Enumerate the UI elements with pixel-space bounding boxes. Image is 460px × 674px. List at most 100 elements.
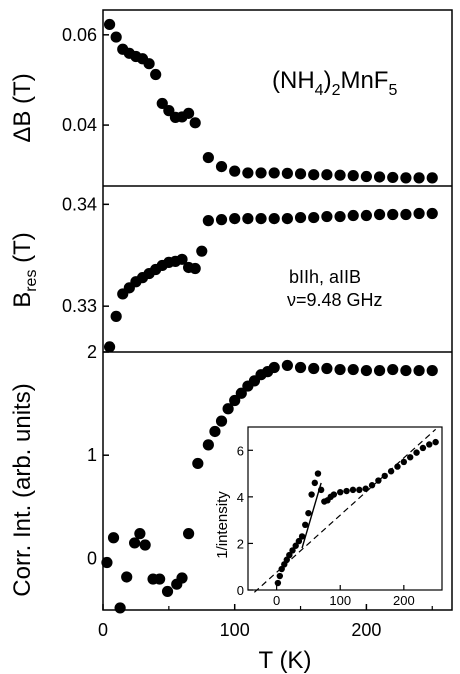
- inset-solid-fit-line: [301, 482, 322, 549]
- panel1-point-0: [103, 18, 116, 31]
- panel3-point-32: [373, 364, 386, 377]
- panel3-y-tick-label-1: 1: [87, 445, 97, 465]
- panel1-point-23: [321, 169, 333, 181]
- panel3-ylabel: Corr. Int. (arb. units): [9, 383, 36, 596]
- panel3-point-3: [121, 571, 133, 583]
- panel1-point-12: [183, 107, 195, 119]
- panel2-point-0: [103, 341, 116, 353]
- panel3-point-28: [321, 362, 333, 375]
- inset-point-25: [368, 482, 376, 489]
- panel1-point-16: [229, 165, 241, 177]
- panel3-y-tick-label-2: 2: [87, 342, 97, 362]
- x-tick-label-100: 100: [220, 620, 250, 640]
- panel2-point-18: [242, 212, 254, 225]
- panel2-point-20: [268, 212, 280, 225]
- panel2-point-23: [308, 211, 320, 224]
- panel3-point-6: [139, 539, 151, 551]
- compound-annotation: (NH4)2MnF5: [272, 67, 397, 99]
- inset-point-1: [276, 572, 284, 580]
- panel3-point-4: [129, 537, 141, 549]
- panel3-point-16: [215, 415, 228, 427]
- panel2-y-tick-label-1: 0.34: [62, 194, 97, 214]
- panel1-point-30: [413, 172, 425, 184]
- panel2-point-13: [189, 262, 201, 275]
- panel3-point-17: [222, 403, 234, 415]
- inset-point-15: [317, 486, 325, 494]
- panel1-y-tick-label-0: 0.04: [62, 115, 97, 135]
- panel1-point-21: [294, 168, 307, 180]
- inset-point-22: [349, 486, 357, 494]
- panel3-point-1: [107, 532, 120, 544]
- inset-ylabel: 1/intensity: [214, 491, 231, 559]
- panel2-point-26: [347, 209, 359, 222]
- compound-tail: MnF: [340, 67, 388, 94]
- panel3-y-tick-label-0: 0: [87, 548, 97, 568]
- panel1-y-tick-label-1: 0.06: [62, 25, 97, 45]
- inset-x-tick-label-100: 100: [329, 593, 351, 608]
- inset-point-33: [419, 444, 427, 452]
- panel1-point-26: [360, 170, 372, 183]
- inset-point-28: [387, 468, 395, 475]
- inset-x-tick-label-200: 200: [393, 593, 415, 608]
- inset-point-34: [426, 441, 433, 448]
- inset-point-12: [308, 491, 315, 498]
- panel2-point-29: [387, 208, 399, 221]
- panel1-ylabel-unit: (T): [9, 73, 36, 110]
- panel2-point-14: [196, 245, 208, 257]
- panel3-point-29: [334, 363, 346, 376]
- panel3-point-13: [192, 457, 204, 470]
- panel2-ylabel-main: B: [9, 292, 36, 308]
- panel3-point-25: [281, 359, 293, 372]
- panel2-point-24: [321, 210, 333, 223]
- panel2-point-17: [229, 212, 241, 225]
- panel3-point-2: [114, 602, 126, 614]
- panel1-point-25: [347, 170, 359, 182]
- panel3-point-31: [360, 364, 372, 377]
- compound-sub-2: 2: [332, 82, 341, 99]
- inset-point-24: [362, 485, 369, 492]
- inset-point-0: [274, 579, 282, 587]
- panel1-point-17: [242, 167, 254, 179]
- x-tick-label-200: 200: [351, 620, 381, 640]
- inset-point-7: [292, 542, 299, 549]
- inset-point-20: [337, 489, 344, 496]
- inset-point-30: [400, 458, 408, 466]
- panel2-point-31: [413, 207, 425, 220]
- panel3-point-35: [413, 364, 425, 377]
- inset-point-13: [311, 479, 318, 487]
- panel3-point-14: [202, 439, 214, 451]
- inset-y-tick-label-2: 2: [237, 536, 244, 551]
- panel2-ylabel-unit: (T): [9, 232, 36, 269]
- panel1-point-1: [110, 31, 122, 43]
- inset-y-tick-label-6: 6: [237, 443, 244, 458]
- panel2-point-15: [202, 215, 214, 227]
- inset-point-23: [356, 486, 363, 494]
- compound-sub-1: 4: [315, 82, 324, 99]
- inset-point-9: [298, 533, 306, 540]
- panel2-ylabel: Bres (T): [9, 232, 40, 308]
- panel2-point-30: [400, 208, 412, 221]
- panel3-point-0: [101, 556, 113, 569]
- panel2-point-27: [360, 209, 372, 222]
- panel1-point-19: [268, 167, 280, 179]
- inset-point-5: [286, 551, 293, 559]
- panel1-point-22: [308, 169, 320, 181]
- panel2-point-25: [334, 210, 346, 223]
- inset-y-tick-label-0: 0: [237, 583, 244, 598]
- compound-sub-3: 5: [388, 82, 397, 99]
- panel1-ylabel: ΔB (T): [9, 73, 36, 142]
- panel3-point-19: [235, 387, 247, 399]
- panel3-point-26: [294, 361, 307, 374]
- panel3-point-30: [347, 363, 359, 376]
- inset-point-31: [406, 454, 414, 461]
- inset-point-8: [295, 537, 303, 545]
- panel1-point-14: [202, 151, 214, 164]
- panel1-point-7: [150, 68, 162, 81]
- panel3-point-5: [134, 528, 146, 540]
- panel2-point-32: [426, 207, 438, 220]
- inset-chart: 0 2 4 6 0 100 200: [237, 426, 443, 608]
- panel2-point-21: [281, 212, 293, 225]
- panel2-point-11: [176, 253, 188, 265]
- inset-point-32: [413, 449, 420, 456]
- chart-marks: [101, 18, 438, 614]
